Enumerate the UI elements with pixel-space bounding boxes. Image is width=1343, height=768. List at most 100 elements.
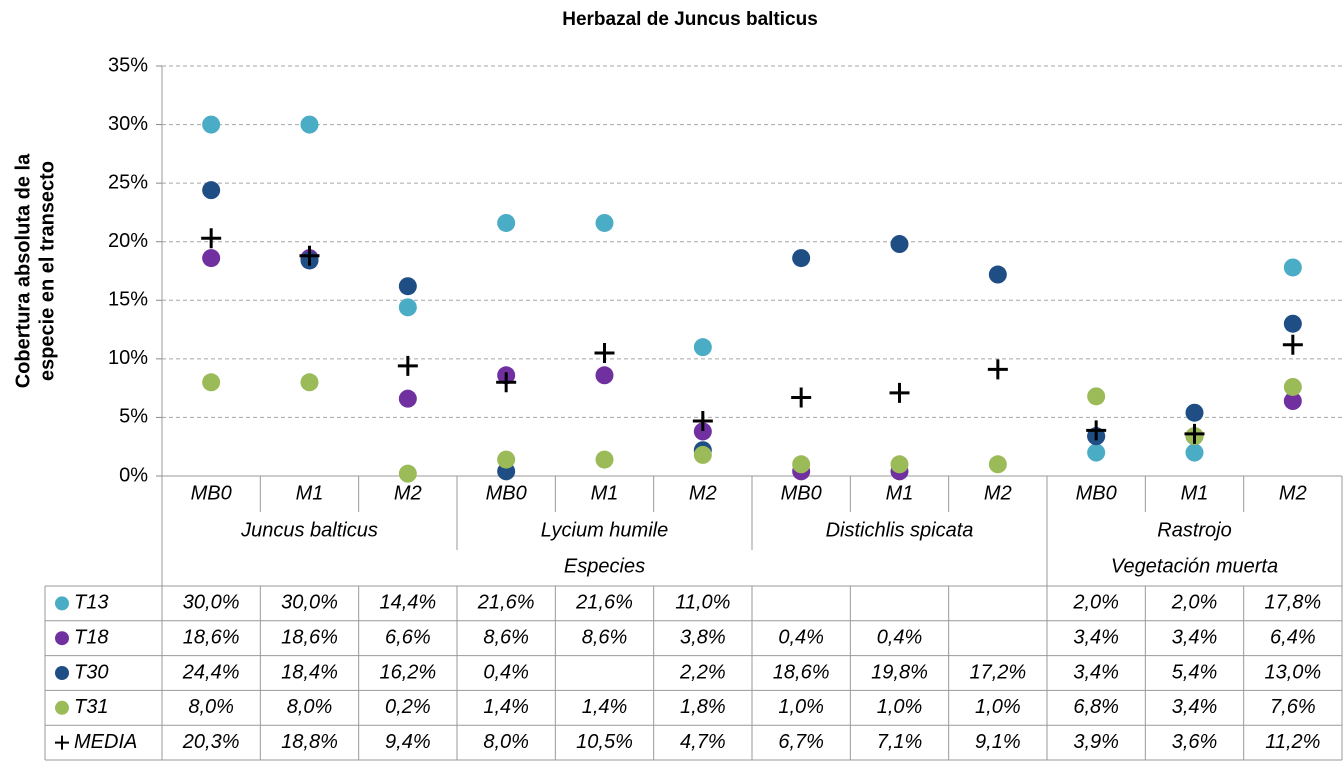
- point-marker: [791, 387, 812, 408]
- table-cell: 4,7%: [680, 731, 726, 753]
- point-marker: [1087, 443, 1106, 462]
- x-tick-label: M2: [689, 482, 717, 504]
- table-cell: 6,7%: [778, 731, 824, 753]
- point-marker: [496, 372, 517, 393]
- point-marker: [300, 373, 319, 392]
- point-marker: [595, 213, 614, 232]
- point-marker: [497, 450, 516, 469]
- table-cell: 17,2%: [969, 661, 1026, 683]
- point-marker: [595, 450, 614, 469]
- table-cell: 0,4%: [778, 626, 824, 648]
- x-tick-label: MB0: [781, 482, 822, 504]
- table-cell: 5,4%: [1172, 661, 1218, 683]
- y-tick-label: 15%: [108, 289, 148, 311]
- y-axis-label: especie en el transecto: [36, 161, 58, 381]
- table-cell: 7,1%: [877, 731, 923, 753]
- table-cell: 1,0%: [877, 696, 923, 718]
- supergroup-label: Especies: [564, 555, 645, 577]
- table-cell: 2,0%: [1171, 592, 1218, 614]
- point-marker: [397, 355, 418, 376]
- point-marker: [987, 359, 1008, 380]
- point-marker: [1087, 387, 1106, 406]
- x-tick-label: M2: [984, 482, 1012, 504]
- table-cell: 1,0%: [778, 696, 824, 718]
- table-cell: 20,3%: [182, 731, 240, 753]
- point-marker: [202, 373, 221, 392]
- x-tick-label: M1: [1181, 482, 1209, 504]
- point-marker: [595, 366, 614, 385]
- legend-marker: [55, 631, 69, 646]
- table-cell: 0,2%: [385, 696, 431, 718]
- table-cell: 14,4%: [379, 592, 436, 614]
- point-marker: [300, 115, 319, 134]
- table-cell: 8,0%: [287, 696, 333, 718]
- table-cell: 21,6%: [477, 592, 535, 614]
- table-cell: 18,6%: [281, 626, 338, 648]
- table-cell: 18,6%: [773, 661, 830, 683]
- table-cell: 30,0%: [183, 592, 240, 614]
- point-marker: [692, 410, 713, 431]
- y-tick-label: 20%: [108, 230, 148, 252]
- y-axis-label: Cobertura absoluta de la: [12, 153, 34, 388]
- table-cell: 6,8%: [1073, 696, 1119, 718]
- point-marker: [792, 249, 811, 268]
- y-tick-label: 0%: [119, 464, 148, 486]
- x-tick-label: MB0: [1076, 482, 1117, 504]
- table-cell: 10,5%: [576, 731, 633, 753]
- group-label: Juncus balticus: [240, 519, 378, 541]
- legend-label: T31: [74, 696, 108, 718]
- point-marker: [398, 389, 417, 408]
- table-cell: 18,8%: [281, 731, 338, 753]
- table-cell: 30,0%: [281, 592, 338, 614]
- point-marker: [1283, 314, 1302, 333]
- table-cell: 8,6%: [582, 626, 628, 648]
- group-label: Distichlis spicata: [826, 519, 974, 541]
- legend-label: T13: [74, 592, 108, 614]
- point-marker: [890, 455, 909, 474]
- table-cell: 24,4%: [182, 661, 240, 683]
- table-cell: 3,4%: [1172, 696, 1218, 718]
- y-tick-label: 35%: [108, 54, 148, 76]
- table-cell: 8,6%: [483, 626, 529, 648]
- point-marker: [202, 115, 221, 134]
- x-tick-label: MB0: [191, 482, 232, 504]
- y-tick-label: 5%: [119, 406, 148, 428]
- point-marker: [890, 235, 909, 254]
- table-cell: 6,6%: [385, 626, 431, 648]
- table-cell: 11,2%: [1265, 731, 1320, 753]
- y-tick-label: 10%: [108, 347, 148, 369]
- supergroup-label: Vegetación muerta: [1111, 555, 1278, 577]
- table-cell: 8,0%: [483, 731, 529, 753]
- table-cell: 21,6%: [575, 592, 633, 614]
- legend-label: MEDIA: [74, 731, 137, 753]
- point-marker: [594, 343, 615, 363]
- table-cell: 3,6%: [1172, 731, 1218, 753]
- point-marker: [693, 338, 712, 357]
- table-cell: 1,4%: [582, 696, 628, 718]
- x-tick-label: MB0: [486, 482, 527, 504]
- x-tick-label: M1: [591, 482, 619, 504]
- legend-label: T18: [74, 626, 108, 648]
- point-marker: [398, 464, 417, 483]
- table-cell: 9,4%: [385, 731, 431, 753]
- point-marker: [1283, 392, 1302, 411]
- point-marker: [693, 445, 712, 464]
- table-cell: 11,0%: [675, 592, 730, 614]
- point-marker: [1283, 377, 1302, 396]
- x-tick-label: M2: [394, 482, 422, 504]
- legend-marker: [55, 735, 69, 750]
- table-cell: 6,4%: [1270, 626, 1316, 648]
- table-cell: 16,2%: [379, 661, 436, 683]
- point-marker: [1185, 403, 1204, 422]
- legend-marker: [55, 700, 69, 715]
- x-tick-label: M1: [886, 482, 914, 504]
- table-cell: 8,0%: [188, 696, 234, 718]
- table-cell: 0,4%: [877, 626, 923, 648]
- point-marker: [299, 245, 320, 266]
- table-cell: 3,8%: [680, 626, 726, 648]
- legend-marker: [55, 666, 69, 680]
- legend-marker: [55, 596, 69, 611]
- table-cell: 2,2%: [679, 661, 726, 683]
- table-cell: 18,6%: [183, 626, 240, 648]
